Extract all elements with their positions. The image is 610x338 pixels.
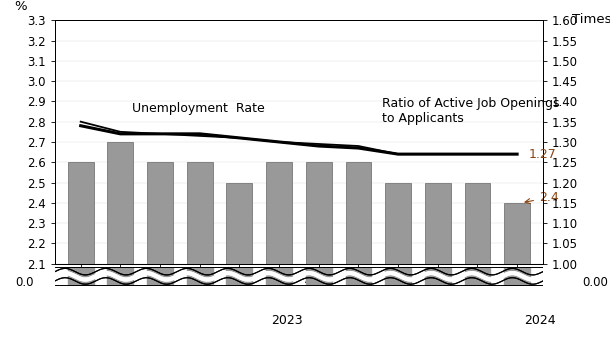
Y-axis label: Times: Times xyxy=(572,13,610,26)
Text: 0.0: 0.0 xyxy=(15,275,34,289)
Bar xyxy=(306,162,332,264)
Bar xyxy=(266,267,292,286)
Text: 2024: 2024 xyxy=(524,314,556,328)
Text: 2.4: 2.4 xyxy=(525,191,559,204)
Bar xyxy=(425,183,451,264)
Bar xyxy=(226,267,253,286)
Bar xyxy=(345,162,371,264)
Bar xyxy=(68,267,93,286)
Bar xyxy=(345,267,371,286)
Bar xyxy=(385,267,411,286)
Y-axis label: %: % xyxy=(15,0,27,13)
Bar xyxy=(68,162,93,264)
Bar xyxy=(266,162,292,264)
Text: Ratio of Active Job Openings
to Applicants: Ratio of Active Job Openings to Applican… xyxy=(382,97,560,124)
Bar xyxy=(465,183,490,264)
Bar xyxy=(187,267,213,286)
Bar xyxy=(306,267,332,286)
Bar xyxy=(504,267,530,286)
Bar xyxy=(107,142,133,264)
Text: 2023: 2023 xyxy=(271,314,303,328)
Bar xyxy=(107,267,133,286)
Bar xyxy=(385,183,411,264)
Bar xyxy=(465,267,490,286)
Bar xyxy=(226,183,253,264)
Bar xyxy=(147,162,173,264)
Text: Unemployment  Rate: Unemployment Rate xyxy=(132,102,265,115)
Bar xyxy=(147,267,173,286)
Text: 1.27: 1.27 xyxy=(529,148,557,161)
Text: 0.00: 0.00 xyxy=(583,275,608,289)
Bar xyxy=(504,203,530,264)
Bar xyxy=(425,267,451,286)
Bar xyxy=(187,162,213,264)
